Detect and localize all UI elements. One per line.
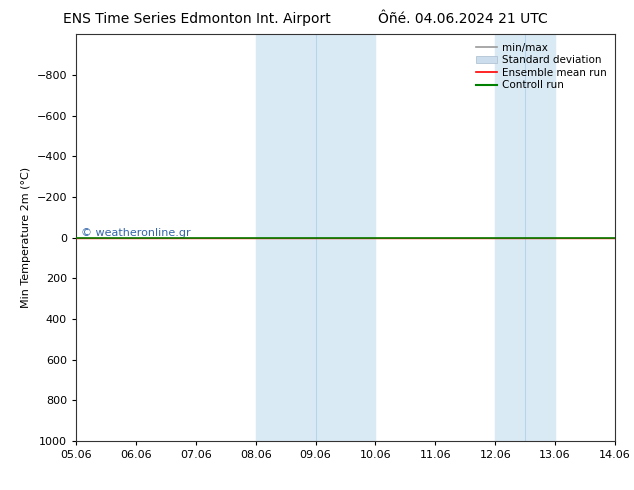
Bar (256, 34, 375, 441)
Y-axis label: Min Temperature 2m (°C): Min Temperature 2m (°C) (21, 167, 31, 308)
Text: Ôñé. 04.06.2024 21 UTC: Ôñé. 04.06.2024 21 UTC (378, 12, 548, 26)
Legend: min/max, Standard deviation, Ensemble mean run, Controll run: min/max, Standard deviation, Ensemble me… (473, 40, 610, 94)
Text: © weatheronline.gr: © weatheronline.gr (81, 228, 191, 238)
Text: ENS Time Series Edmonton Int. Airport: ENS Time Series Edmonton Int. Airport (63, 12, 330, 26)
Bar (495, 34, 555, 441)
